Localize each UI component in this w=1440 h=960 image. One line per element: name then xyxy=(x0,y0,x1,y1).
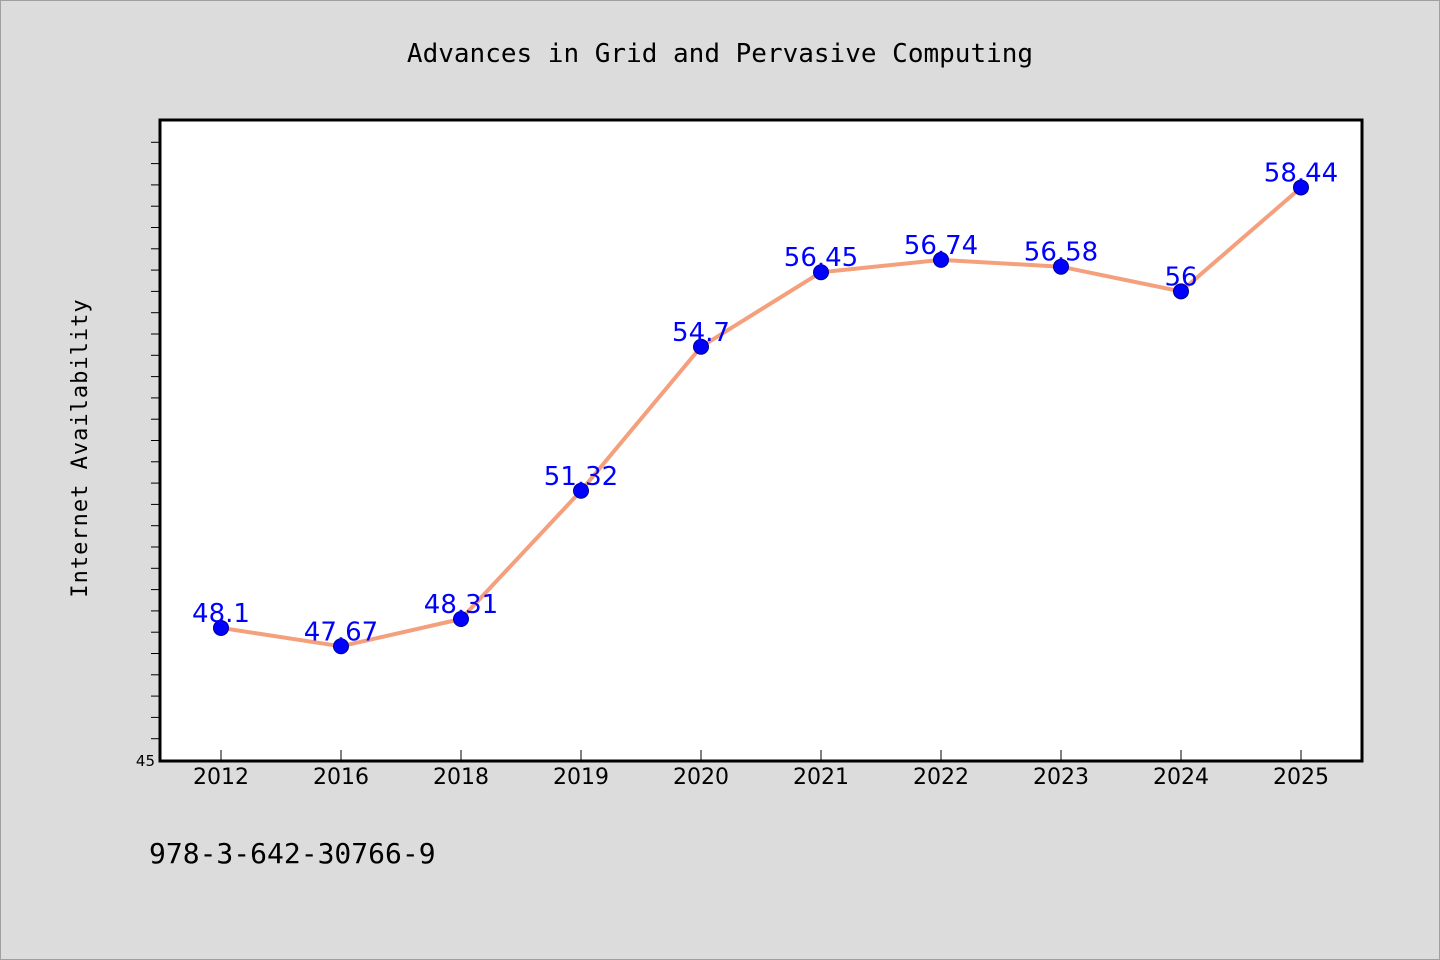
data-label: 48.1 xyxy=(192,599,250,629)
y-axis-ticks: 45 xyxy=(136,141,160,770)
y-axis-label: Internet Availability xyxy=(68,298,93,597)
chart-title: Advances in Grid and Pervasive Computing xyxy=(407,39,1033,69)
series-line-group xyxy=(219,185,1303,649)
data-point xyxy=(1053,258,1069,275)
series-line xyxy=(219,185,1303,649)
x-tick-label: 2020 xyxy=(673,765,729,790)
x-tick-label: 2012 xyxy=(193,765,249,790)
footer-isbn: 978-3-642-30766-9 xyxy=(149,837,436,870)
data-label: 56.74 xyxy=(904,231,978,261)
data-point xyxy=(573,482,589,499)
data-label: 56.58 xyxy=(1024,238,1098,268)
data-labels: 48.1 47.67 48.31 51.32 54.7 56.45 56.74 56.58 56… xyxy=(192,158,1338,647)
x-tick-label: 2019 xyxy=(553,765,609,790)
x-tick-label: 2016 xyxy=(313,765,369,790)
y-tick-label: 45 xyxy=(136,752,155,770)
data-point xyxy=(453,610,469,627)
x-axis-ticks: 2012 2016 2018 2019 2020 2021 2022 2023 2024 2025 xyxy=(193,750,1329,790)
data-point xyxy=(213,619,229,636)
data-label: 48.31 xyxy=(424,590,498,620)
plot-area xyxy=(158,118,1364,763)
data-point xyxy=(813,264,829,281)
x-tick-label: 2023 xyxy=(1033,765,1089,790)
data-label: 58.44 xyxy=(1264,158,1338,188)
x-tick-label: 2025 xyxy=(1273,765,1329,790)
data-markers xyxy=(213,179,1309,655)
data-label: 51.32 xyxy=(544,462,618,492)
x-tick-label: 2021 xyxy=(793,765,849,790)
data-label: 56.45 xyxy=(784,243,858,273)
data-point xyxy=(333,638,349,655)
data-point xyxy=(933,251,949,268)
data-point xyxy=(693,338,709,355)
x-tick-label: 2022 xyxy=(913,765,969,790)
data-point xyxy=(1173,283,1189,300)
data-label: 47.67 xyxy=(304,617,378,647)
x-tick-label: 2024 xyxy=(1153,765,1209,790)
data-point xyxy=(1293,179,1309,196)
x-tick-label: 2018 xyxy=(433,765,489,790)
data-label: 54.7 xyxy=(672,318,730,348)
data-label: 56 xyxy=(1164,262,1197,292)
